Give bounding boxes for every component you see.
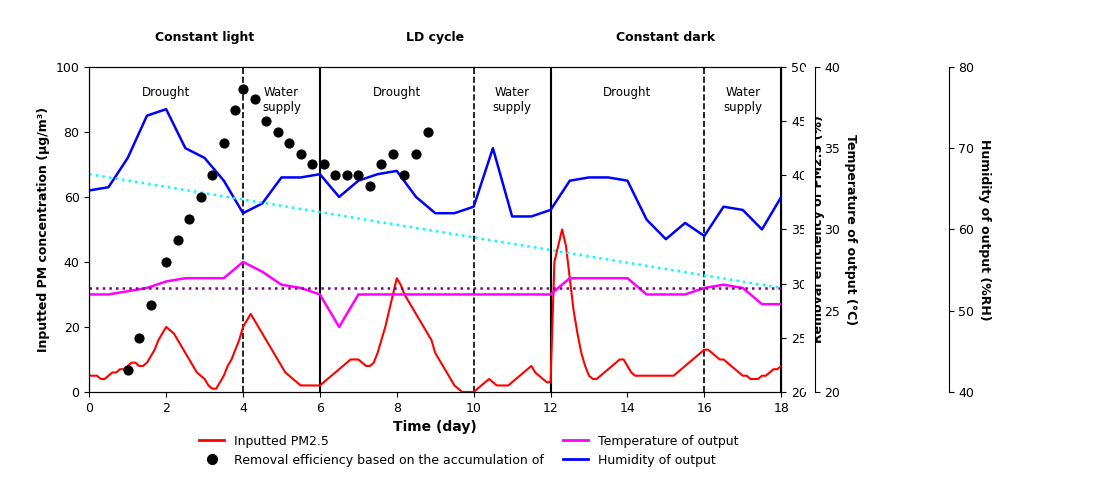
Text: Drought: Drought xyxy=(604,87,652,99)
Point xyxy=(507,0,525,6)
Point xyxy=(461,0,479,6)
Y-axis label: Humidity of output (%RH): Humidity of output (%RH) xyxy=(978,139,991,320)
Point xyxy=(407,150,425,157)
Point xyxy=(426,9,444,17)
Text: LD cycle: LD cycle xyxy=(406,31,464,44)
Point xyxy=(227,107,244,114)
Point xyxy=(395,172,413,179)
Point xyxy=(157,258,175,266)
Y-axis label: Inputted PM concentration (μg/m³): Inputted PM concentration (μg/m³) xyxy=(37,107,50,352)
Point xyxy=(496,0,513,6)
Point xyxy=(437,9,455,17)
Point xyxy=(215,139,233,147)
Text: Drought: Drought xyxy=(142,87,191,99)
Point xyxy=(257,117,275,125)
Point xyxy=(326,172,344,179)
Point xyxy=(530,9,548,17)
Point xyxy=(234,85,252,92)
Point xyxy=(269,128,287,136)
Point xyxy=(291,150,309,157)
Text: Water
supply: Water supply xyxy=(262,87,301,114)
Point xyxy=(280,139,298,147)
Point xyxy=(131,334,148,342)
Point xyxy=(181,215,199,222)
Point xyxy=(304,161,321,168)
Point xyxy=(450,9,468,17)
Point xyxy=(142,302,160,309)
Point xyxy=(418,128,436,136)
Point xyxy=(519,9,537,17)
Text: Water
supply: Water supply xyxy=(492,87,531,114)
Point xyxy=(246,96,263,103)
Point xyxy=(384,150,402,157)
Text: Constant light: Constant light xyxy=(155,31,254,44)
Text: Water
supply: Water supply xyxy=(723,87,762,114)
Text: Drought: Drought xyxy=(373,87,421,99)
Legend: Inputted PM2.5, Removal efficiency based on the accumulation of, Temperature of : Inputted PM2.5, Removal efficiency based… xyxy=(194,430,743,472)
Point xyxy=(315,161,333,168)
Point xyxy=(349,172,367,179)
Point xyxy=(169,237,186,244)
Point xyxy=(112,410,129,417)
Point xyxy=(360,182,378,190)
Y-axis label: Removal efficiency of PM2.5 (%): Removal efficiency of PM2.5 (%) xyxy=(812,116,826,343)
Point xyxy=(203,172,221,179)
Point xyxy=(338,172,356,179)
Y-axis label: Temperature of output (°C): Temperature of output (°C) xyxy=(844,134,857,325)
Text: Constant dark: Constant dark xyxy=(616,31,715,44)
Point xyxy=(118,367,136,374)
Point xyxy=(192,193,210,201)
Point xyxy=(373,161,391,168)
X-axis label: Time (day): Time (day) xyxy=(393,420,478,434)
